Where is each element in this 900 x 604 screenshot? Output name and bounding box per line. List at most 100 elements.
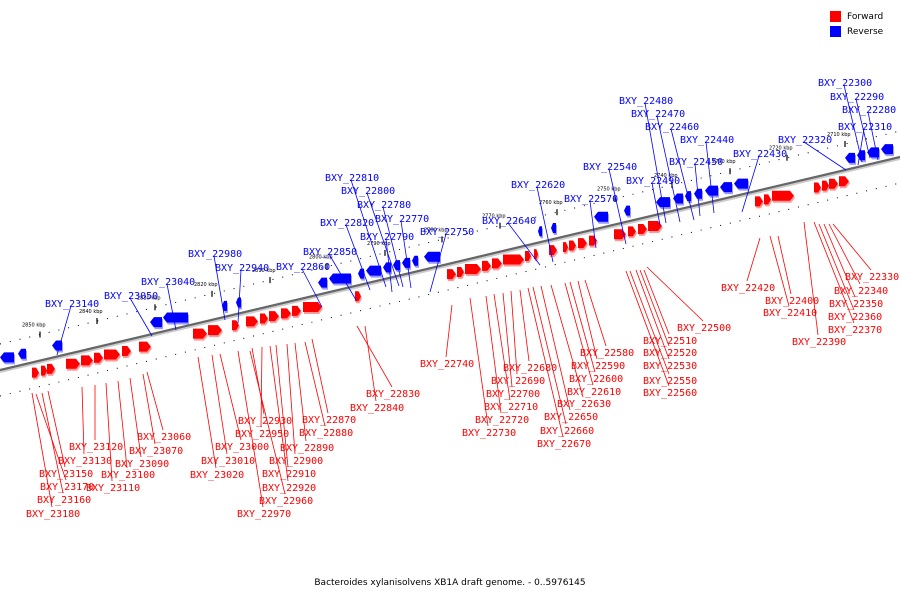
gene-label: BXY_22660 xyxy=(540,426,594,437)
forward-gene-arrow-body xyxy=(193,328,207,339)
gene-label: BXY_22280 xyxy=(842,105,896,116)
reverse-gene-arrow xyxy=(150,317,163,330)
reverse-gene-arrow-body xyxy=(624,205,630,216)
gene-label-leader xyxy=(823,223,856,298)
reverse-gene-arrow xyxy=(424,251,441,264)
gene-label-leader xyxy=(237,269,242,324)
gene-label-leader xyxy=(445,304,453,358)
gene-label-leader xyxy=(644,102,667,224)
forward-gene-arrow xyxy=(525,251,532,264)
gene-label-leader xyxy=(828,223,861,285)
reverse-gene-arrow-body xyxy=(656,197,670,208)
gene-label: BXY_23100 xyxy=(101,470,155,481)
gene-label: BXY_22690 xyxy=(491,376,545,387)
reverse-gene-arrow-body xyxy=(366,265,381,276)
gene-label: BXY_22440 xyxy=(680,135,734,146)
forward-gene-arrow-body xyxy=(208,325,222,336)
forward-gene-arrow xyxy=(755,196,764,209)
gene-label-leader xyxy=(777,235,792,295)
forward-gene-arrow-body xyxy=(534,249,538,260)
gene-label: BXY_22620 xyxy=(511,180,565,191)
gene-label-leader xyxy=(356,325,393,388)
gene-label: BXY_22600 xyxy=(569,374,623,385)
gene-label: BXY_22930 xyxy=(238,416,292,427)
gene-label: BXY_22560 xyxy=(643,388,697,399)
gene-label: BXY_23150 xyxy=(39,469,93,480)
gene-label: BXY_22410 xyxy=(763,308,817,319)
reverse-gene-arrow xyxy=(52,340,63,353)
forward-gene-arrow xyxy=(303,302,323,315)
gene-label: BXY_23060 xyxy=(137,432,191,443)
forward-gene-arrow xyxy=(638,223,648,236)
forward-gene-arrow xyxy=(281,308,292,321)
gene-label: BXY_22800 xyxy=(341,186,395,197)
gene-label-leader xyxy=(625,270,670,387)
gene-label: BXY_22670 xyxy=(537,439,591,450)
reverse-gene-arrow-body xyxy=(236,297,241,308)
gene-label-leader xyxy=(304,341,326,427)
forward-gene-arrow-body xyxy=(269,311,279,322)
gene-label: BXY_22770 xyxy=(375,214,429,225)
gene-label: BXY_23010 xyxy=(201,456,255,467)
forward-gene-arrow xyxy=(465,264,482,277)
genome-axis-shadow xyxy=(0,157,900,373)
forward-gene-arrow xyxy=(563,242,569,255)
forward-gene-arrow-body xyxy=(246,316,258,327)
gene-label-leader xyxy=(81,386,85,455)
forward-gene-arrow-body xyxy=(281,308,291,319)
reverse-gene-arrow-body xyxy=(318,277,327,288)
forward-gene-arrow xyxy=(292,305,302,318)
forward-gene-arrow-body xyxy=(465,264,481,275)
forward-gene-arrow xyxy=(41,365,48,378)
gene-label-leader xyxy=(31,392,53,508)
forward-gene-arrow xyxy=(822,180,830,193)
forward-gene-arrow-body xyxy=(122,346,131,357)
gene-label-leader xyxy=(328,253,357,301)
gene-label-leader xyxy=(857,128,865,166)
gene-label: BXY_22430 xyxy=(733,149,787,160)
forward-gene-arrow xyxy=(569,240,577,253)
forward-gene-arrow-body xyxy=(638,223,647,234)
gene-label: BXY_23070 xyxy=(129,446,183,457)
forward-gene-arrow-body xyxy=(814,182,821,193)
gene-label-leader xyxy=(301,268,323,308)
forward-gene-arrow xyxy=(139,341,152,354)
upper-guide-line xyxy=(0,130,900,345)
scale-tick-label: 2850 kbp xyxy=(22,323,46,329)
reverse-gene-arrow-body xyxy=(402,257,410,268)
gene-label-leader xyxy=(493,293,511,401)
reverse-gene-arrow-body xyxy=(412,255,418,266)
gene-label-leader xyxy=(527,287,564,438)
forward-gene-arrow xyxy=(208,325,223,338)
reverse-gene-arrow xyxy=(624,205,631,218)
gene-label: BXY_22400 xyxy=(765,296,819,307)
reverse-gene-arrow-body xyxy=(358,268,364,279)
forward-gene-arrow xyxy=(193,328,208,341)
reverse-gene-arrow xyxy=(366,265,382,278)
reverse-swatch xyxy=(830,26,841,37)
gene-label: BXY_22420 xyxy=(721,283,775,294)
gene-label-leader xyxy=(286,343,296,455)
gene-label: BXY_23180 xyxy=(26,509,80,520)
gene-label-leader xyxy=(350,179,387,288)
gene-label: BXY_23140 xyxy=(45,299,99,310)
gene-label-leader xyxy=(635,269,670,360)
scale-tick-label: 2750 kbp xyxy=(597,186,621,192)
gene-label: BXY_22980 xyxy=(188,249,242,260)
scale-tick-label: 2820 kbp xyxy=(194,282,218,288)
gene-label: BXY_22750 xyxy=(420,227,474,238)
gene-label-leader xyxy=(670,128,695,221)
gene-label: BXY_22870 xyxy=(302,415,356,426)
forward-gene-arrow xyxy=(482,260,492,273)
gene-label: BXY_22320 xyxy=(778,135,832,146)
forward-gene-arrow xyxy=(81,355,94,368)
forward-gene-arrow xyxy=(829,178,839,191)
gene-label-leader xyxy=(385,238,393,293)
gene-label: BXY_23020 xyxy=(190,470,244,481)
gene-label-leader xyxy=(639,269,670,347)
gene-label-leader xyxy=(56,305,72,356)
forward-gene-arrow xyxy=(628,226,637,239)
gene-label: BXY_23120 xyxy=(69,442,123,453)
gene-label: BXY_22490 xyxy=(626,176,680,187)
gene-label: BXY_22850 xyxy=(303,247,357,258)
